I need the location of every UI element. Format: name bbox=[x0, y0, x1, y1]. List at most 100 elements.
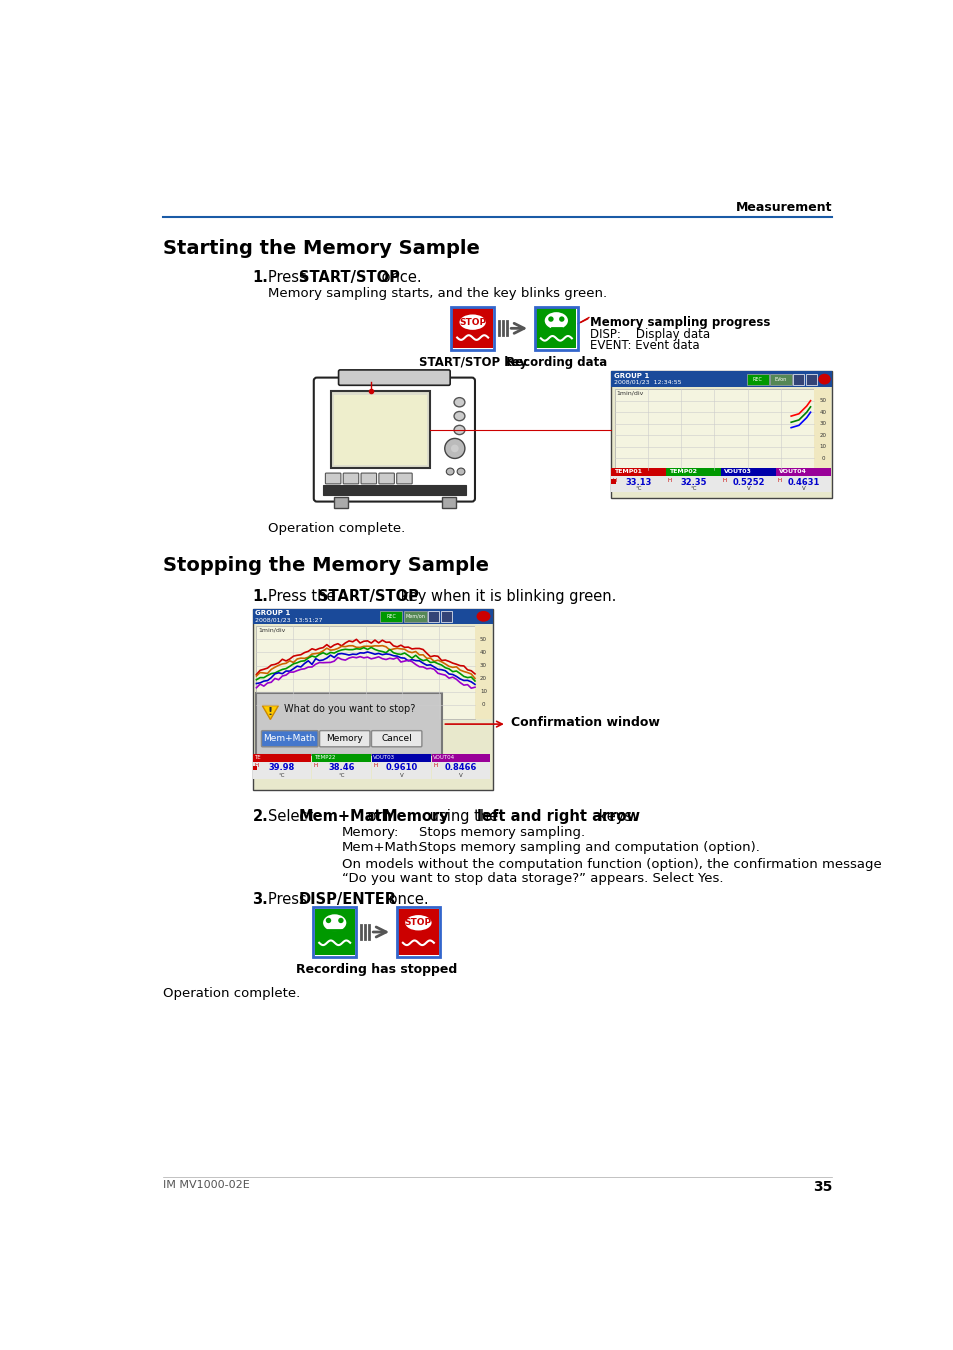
Text: Press: Press bbox=[268, 892, 311, 907]
Text: 30: 30 bbox=[479, 663, 486, 668]
Text: Press: Press bbox=[268, 270, 311, 285]
Text: H: H bbox=[314, 763, 317, 768]
Text: key when it is blinking green.: key when it is blinking green. bbox=[395, 589, 616, 603]
Text: 0.8466: 0.8466 bbox=[444, 763, 476, 772]
Text: GROUP 1: GROUP 1 bbox=[254, 610, 290, 616]
Text: Stops memory sampling and computation (option).: Stops memory sampling and computation (o… bbox=[418, 841, 760, 855]
Bar bbox=[793, 374, 803, 385]
Text: 32.35: 32.35 bbox=[679, 478, 706, 487]
Bar bbox=[442, 497, 456, 508]
Bar bbox=[615, 389, 814, 470]
Text: IM MV1000-02E: IM MV1000-02E bbox=[163, 1180, 250, 1189]
Text: Mem/on: Mem/on bbox=[405, 614, 425, 618]
Ellipse shape bbox=[476, 612, 490, 622]
Text: 40: 40 bbox=[479, 649, 486, 655]
Text: 1min/div: 1min/div bbox=[257, 628, 285, 633]
Text: STOP: STOP bbox=[404, 918, 432, 927]
Text: !: ! bbox=[268, 707, 273, 717]
Text: °C: °C bbox=[338, 772, 345, 778]
Text: H: H bbox=[667, 478, 671, 483]
Bar bbox=[611, 371, 831, 498]
Ellipse shape bbox=[454, 412, 464, 421]
Ellipse shape bbox=[548, 316, 553, 321]
Text: H: H bbox=[373, 763, 377, 768]
Text: GROUP 1: GROUP 1 bbox=[613, 373, 648, 379]
FancyBboxPatch shape bbox=[325, 472, 340, 483]
Bar bbox=[451, 306, 494, 350]
Bar bbox=[253, 761, 311, 779]
Text: DISP:    Display data: DISP: Display data bbox=[590, 328, 710, 342]
Text: VOUT03: VOUT03 bbox=[723, 468, 751, 474]
Text: Recording data: Recording data bbox=[505, 356, 606, 369]
Bar bbox=[312, 755, 371, 761]
Text: Memory sampling progress: Memory sampling progress bbox=[590, 316, 770, 329]
Bar bbox=[814, 389, 831, 470]
Text: 1.: 1. bbox=[253, 589, 268, 603]
Text: Starting the Memory Sample: Starting the Memory Sample bbox=[163, 239, 479, 258]
Text: 33.13: 33.13 bbox=[624, 478, 651, 487]
Text: 35: 35 bbox=[812, 1180, 831, 1193]
Text: START/STOP: START/STOP bbox=[298, 270, 399, 285]
Text: 30: 30 bbox=[819, 421, 825, 427]
Text: 2008/01/23  12:34:55: 2008/01/23 12:34:55 bbox=[613, 379, 680, 385]
FancyBboxPatch shape bbox=[261, 730, 317, 747]
Text: H: H bbox=[433, 763, 436, 768]
Text: 0: 0 bbox=[481, 702, 485, 707]
Text: START/STOP key: START/STOP key bbox=[418, 356, 526, 369]
Text: 38.46: 38.46 bbox=[328, 763, 355, 772]
Bar bbox=[253, 765, 257, 771]
Ellipse shape bbox=[544, 312, 567, 329]
Bar bbox=[776, 467, 830, 477]
Text: REC: REC bbox=[386, 614, 395, 618]
Text: 20: 20 bbox=[819, 433, 825, 437]
Bar bbox=[666, 477, 720, 491]
Text: TEMP22: TEMP22 bbox=[314, 755, 335, 760]
Text: “Do you want to stop data storage?” appears. Select Yes.: “Do you want to stop data storage?” appe… bbox=[341, 872, 722, 886]
Text: Recording has stopped: Recording has stopped bbox=[295, 963, 456, 976]
Text: Stops memory sampling.: Stops memory sampling. bbox=[418, 826, 585, 838]
Text: 1min/div: 1min/div bbox=[617, 390, 643, 396]
Text: Select: Select bbox=[268, 809, 317, 824]
Text: V: V bbox=[801, 486, 804, 491]
Bar bbox=[396, 907, 439, 957]
Text: 50: 50 bbox=[479, 637, 486, 641]
Ellipse shape bbox=[446, 468, 454, 475]
Text: or: or bbox=[363, 809, 387, 824]
Text: REC: REC bbox=[752, 377, 762, 382]
Bar bbox=[380, 612, 402, 622]
Bar bbox=[323, 485, 465, 494]
Text: H: H bbox=[253, 763, 258, 768]
Text: 0.5252: 0.5252 bbox=[732, 478, 764, 487]
Bar bbox=[431, 755, 490, 761]
Text: Mem+Math:: Mem+Math: bbox=[341, 841, 422, 855]
Text: Confirmation window: Confirmation window bbox=[510, 716, 659, 729]
Text: TEMP02: TEMP02 bbox=[668, 468, 696, 474]
Text: 1.: 1. bbox=[253, 270, 268, 285]
Text: 3.: 3. bbox=[253, 892, 268, 907]
Bar bbox=[397, 909, 438, 954]
Text: H: H bbox=[778, 478, 781, 483]
Text: Operation complete.: Operation complete. bbox=[268, 521, 405, 535]
Text: °C: °C bbox=[278, 772, 285, 778]
Text: Memory: Memory bbox=[326, 734, 363, 744]
Bar bbox=[769, 374, 791, 385]
Text: H: H bbox=[612, 478, 617, 483]
Bar bbox=[314, 909, 355, 954]
Text: 39.98: 39.98 bbox=[269, 763, 294, 772]
Text: Memory sampling starts, and the key blinks green.: Memory sampling starts, and the key blin… bbox=[268, 286, 606, 300]
Text: Cancel: Cancel bbox=[381, 734, 412, 744]
Text: V: V bbox=[458, 772, 462, 778]
FancyBboxPatch shape bbox=[360, 472, 376, 483]
Bar bbox=[611, 477, 665, 491]
Text: VOUT03: VOUT03 bbox=[373, 755, 395, 760]
Text: Memory:: Memory: bbox=[341, 826, 398, 838]
FancyBboxPatch shape bbox=[378, 472, 394, 483]
Text: Stopping the Memory Sample: Stopping the Memory Sample bbox=[163, 556, 489, 575]
Bar bbox=[428, 612, 439, 622]
Text: °C: °C bbox=[690, 486, 696, 491]
Bar bbox=[720, 467, 775, 477]
Text: Mem+Math: Mem+Math bbox=[298, 809, 393, 824]
Text: VOUT04: VOUT04 bbox=[433, 755, 455, 760]
Text: H: H bbox=[722, 478, 726, 483]
Text: 0.9610: 0.9610 bbox=[385, 763, 417, 772]
